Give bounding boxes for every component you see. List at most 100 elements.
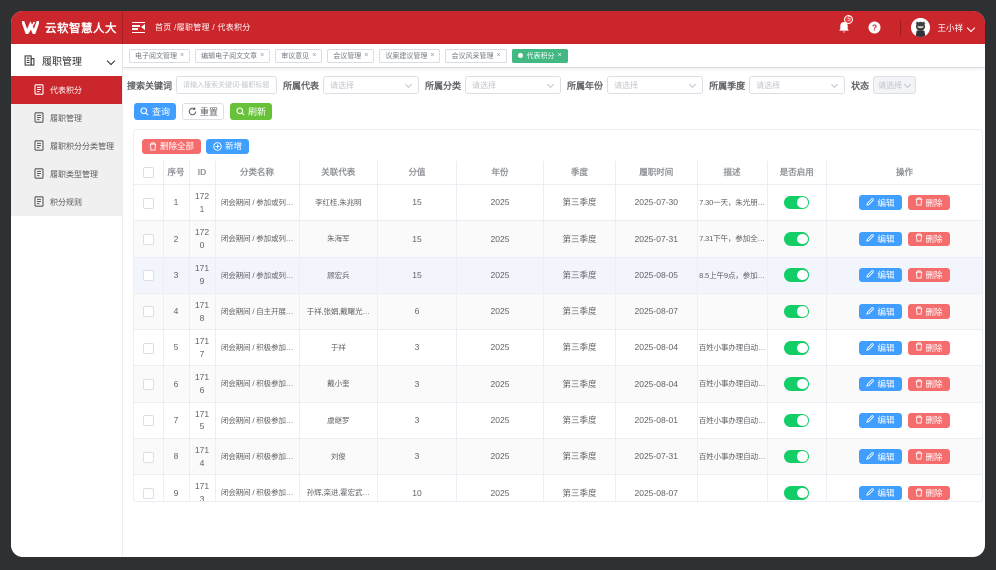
reset-button[interactable]: 重置 <box>182 103 225 120</box>
cell-desc: 7.30一天，朱光朋… <box>697 184 768 222</box>
user-menu-chevron-icon[interactable] <box>968 24 975 31</box>
filter-select-2[interactable]: 请选择 <box>323 76 420 94</box>
enabled-toggle[interactable] <box>784 413 810 428</box>
enabled-toggle[interactable] <box>784 268 810 282</box>
tab-7[interactable]: 代表积分 × <box>511 48 568 63</box>
cell-year: 2025 <box>456 329 544 367</box>
tab-close-icon[interactable]: × <box>430 52 435 59</box>
cell-id: 1721 <box>189 184 216 222</box>
cell-id: 1719 <box>189 257 216 294</box>
row-checkbox[interactable] <box>142 233 154 245</box>
sidebar-parent-menu[interactable]: 履职管理 <box>11 44 123 76</box>
filter-select-6[interactable]: 请选择 <box>873 76 917 94</box>
edit-label: 编辑 <box>877 342 895 353</box>
cell-text: 1713 <box>194 481 210 502</box>
chevron-down-icon <box>832 82 838 88</box>
row-checkbox[interactable] <box>142 487 154 499</box>
enabled-toggle[interactable] <box>784 449 810 464</box>
cell-text: 顾宏兵 <box>327 270 350 280</box>
cell-delegates: 顾宏兵 <box>299 257 378 294</box>
cell-text: 15 <box>412 197 422 208</box>
tab-close-icon[interactable]: × <box>180 52 185 59</box>
tab-2[interactable]: 编辑电子阅文文章 × <box>195 48 271 63</box>
row-checkbox[interactable] <box>142 451 154 463</box>
filter-select-3[interactable]: 请选择 <box>465 76 562 94</box>
row-checkbox[interactable] <box>142 379 154 390</box>
enabled-toggle[interactable] <box>784 195 810 210</box>
sidebar-item-4[interactable]: 履职类型管理 <box>11 160 123 188</box>
filter-select-4[interactable]: 请选择 <box>607 76 704 94</box>
delete-button[interactable]: 删除 <box>907 340 950 356</box>
cell-desc: 百姓小事办理自动… <box>697 365 768 403</box>
cell-category: 闭会期间 / 自主开展… <box>215 293 300 331</box>
cell-text: 闭会期间 / 积极参加… <box>220 452 294 462</box>
edit-button[interactable]: 编辑 <box>859 195 902 210</box>
keyword-input[interactable]: 请输入搜索关键词-履职标题 <box>176 76 278 94</box>
tab-1[interactable]: 电子阅文管理 × <box>129 48 191 63</box>
col-header-10: 描述 <box>697 160 768 185</box>
filter-label: 状态 <box>851 80 870 91</box>
cell-desc: 8.5上午9点，参加… <box>697 257 768 294</box>
cell-text: 7.30一天，朱光朋… <box>699 197 765 207</box>
cell-id: 1717 <box>189 329 216 367</box>
cell-quarter: 第三季度 <box>543 438 616 476</box>
cell-text: 2025-08-04 <box>634 378 678 389</box>
delete-label: 删除 <box>925 270 943 281</box>
avatar[interactable] <box>911 18 931 37</box>
delete-button[interactable]: 删除 <box>907 304 950 319</box>
edit-button[interactable]: 编辑 <box>859 413 902 428</box>
sidebar-item-1[interactable]: 代表积分 <box>11 76 123 104</box>
cell-select <box>134 402 164 440</box>
enabled-toggle[interactable] <box>784 304 810 319</box>
help-button[interactable]: ? <box>859 11 890 44</box>
pencil-icon <box>866 234 875 244</box>
delete-button[interactable]: 删除 <box>907 231 950 247</box>
table-row-4: 4 1718 闭会期间 / 自主开展… 于祥,张娟,戴曙光… 6 2025 第三季度 2025… <box>134 293 982 331</box>
sidebar-item-2[interactable]: 履职管理 <box>11 104 123 132</box>
col-header-11: 是否启用 <box>767 160 827 185</box>
row-checkbox[interactable] <box>142 197 154 209</box>
sidebar-item-5[interactable]: 积分规则 <box>11 188 123 216</box>
edit-button[interactable]: 编辑 <box>859 376 902 392</box>
row-checkbox[interactable] <box>142 415 154 427</box>
add-button[interactable]: 新增 <box>206 139 250 154</box>
tab-5[interactable]: 议案建议管理 × <box>379 48 441 63</box>
notification-bell-button[interactable]: 5 <box>828 11 859 44</box>
enabled-toggle[interactable] <box>784 486 810 500</box>
edit-button[interactable]: 编辑 <box>859 485 902 501</box>
edit-button[interactable]: 编辑 <box>859 304 902 319</box>
tab-4[interactable]: 会议管理 × <box>327 48 375 63</box>
tab-close-icon[interactable]: × <box>312 52 317 59</box>
search-button[interactable]: 查询 <box>134 103 177 120</box>
tab-close-icon[interactable]: × <box>260 52 265 59</box>
tab-3[interactable]: 审议意见 × <box>275 48 323 63</box>
enabled-toggle[interactable] <box>784 377 810 391</box>
cell-year: 2025 <box>456 293 544 331</box>
delete-button[interactable]: 删除 <box>907 376 950 392</box>
edit-button[interactable]: 编辑 <box>859 267 902 283</box>
tab-close-icon[interactable]: × <box>557 52 562 59</box>
row-checkbox[interactable] <box>142 342 154 354</box>
tab-close-icon[interactable]: × <box>496 52 501 59</box>
delete-all-button[interactable]: 删除全部 <box>142 139 202 154</box>
enabled-toggle[interactable] <box>784 232 810 246</box>
tab-close-icon[interactable]: × <box>364 52 369 59</box>
filter-select-5[interactable]: 请选择 <box>749 76 846 94</box>
edit-button[interactable]: 编辑 <box>859 231 902 247</box>
row-checkbox[interactable] <box>142 306 154 318</box>
row-checkbox[interactable] <box>142 270 154 282</box>
sidebar-item-3[interactable]: 履职积分分类管理 <box>11 132 123 160</box>
delete-button[interactable]: 删除 <box>907 195 950 210</box>
delete-button[interactable]: 删除 <box>907 267 950 283</box>
tab-6[interactable]: 会议风采管理 × <box>445 48 507 63</box>
cell-operations: 编辑 删除 <box>826 438 982 476</box>
edit-button[interactable]: 编辑 <box>859 340 902 356</box>
refresh-button[interactable]: 刷新 <box>230 103 273 120</box>
select-all-checkbox[interactable] <box>142 166 154 178</box>
delete-button[interactable]: 删除 <box>907 449 950 464</box>
enabled-toggle[interactable] <box>784 341 810 355</box>
delete-button[interactable]: 删除 <box>907 485 950 501</box>
edit-button[interactable]: 编辑 <box>859 449 902 464</box>
sidebar-fold-icon[interactable] <box>132 21 145 34</box>
delete-button[interactable]: 删除 <box>907 413 950 428</box>
